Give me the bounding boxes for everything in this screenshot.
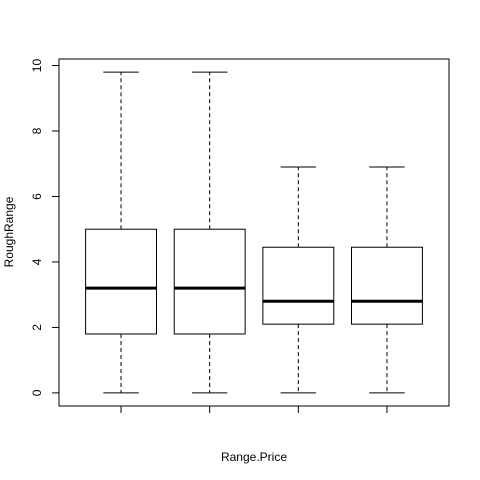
y-axis-title: RoughRange <box>2 196 16 267</box>
y-tick-label: 0 <box>30 389 44 396</box>
plot-frame <box>58 58 450 407</box>
box-series <box>85 71 423 394</box>
box-4 <box>351 166 423 394</box>
x-axis <box>120 406 388 413</box>
interquartile-box <box>351 246 423 325</box>
y-tick-label: 10 <box>30 59 44 73</box>
y-tick-label: 4 <box>30 258 44 265</box>
interquartile-box <box>173 228 246 335</box>
interquartile-box <box>85 228 157 335</box>
box-1 <box>85 71 157 394</box>
box-2 <box>173 71 246 394</box>
y-tick-label: 8 <box>30 127 44 134</box>
y-tick-label: 6 <box>30 193 44 200</box>
x-axis-title: Range.Price <box>221 450 287 464</box>
y-tick-label: 2 <box>30 324 44 331</box>
interquartile-box <box>262 246 335 325</box>
box-3 <box>262 166 335 394</box>
